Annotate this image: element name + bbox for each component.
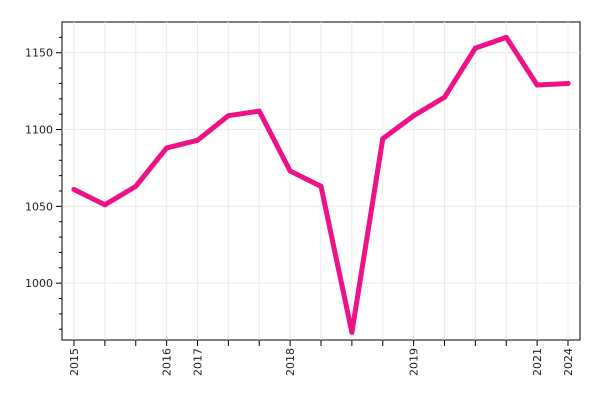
data-point: [318, 183, 324, 189]
y-tick-label: 1100: [25, 124, 53, 137]
y-tick-label: 1150: [25, 47, 53, 60]
data-point: [565, 80, 571, 86]
data-point: [102, 202, 108, 208]
grid: [62, 22, 580, 340]
y-tick-label: 1000: [25, 277, 53, 290]
x-tick-label: 2017: [192, 348, 205, 376]
data-point: [133, 183, 139, 189]
data-point: [534, 82, 540, 88]
data-point: [256, 108, 262, 114]
y-tick-label: 1050: [25, 200, 53, 213]
data-point: [503, 34, 509, 40]
data-point: [472, 45, 478, 51]
x-tick-label: 2015: [68, 348, 81, 376]
data-point: [195, 137, 200, 143]
series: [71, 34, 571, 335]
data-point: [71, 186, 77, 192]
y-axis: 1000 1050 1100 1150: [25, 36, 62, 330]
x-axis: 2015 2016 2017 2018 2019 2021 2024: [68, 340, 575, 376]
x-tick-label: 2016: [161, 348, 174, 376]
x-tick-label: 2024: [562, 348, 575, 376]
data-point: [411, 113, 417, 119]
x-tick-label: 2018: [284, 348, 297, 376]
data-point: [380, 136, 386, 142]
x-tick-label: 2019: [408, 348, 421, 376]
data-point: [287, 168, 293, 174]
x-tick-label: 2021: [531, 348, 544, 376]
data-point: [349, 329, 355, 335]
data-point: [225, 113, 231, 119]
data-point: [442, 94, 447, 100]
data-point: [164, 145, 170, 151]
